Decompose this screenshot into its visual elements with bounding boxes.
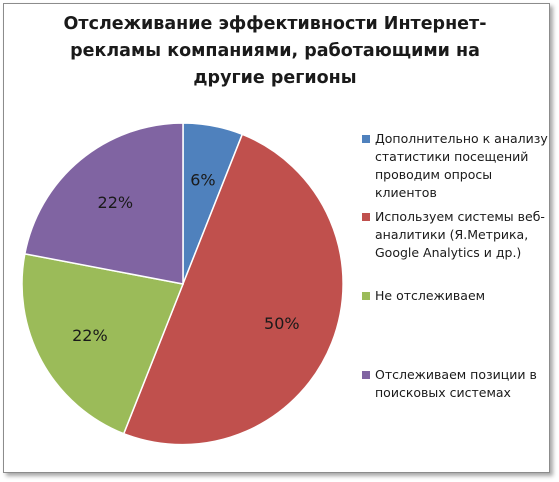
- pie-slice-not-tracking: [21, 252, 185, 435]
- legend-swatch-web-analytics: [362, 213, 370, 221]
- legend-label-surveys-line-4: клиентов: [375, 185, 437, 200]
- pie-slice-web-analytics: [122, 133, 344, 446]
- legend-label-web-analytics-line-1: Используем системы веб-: [375, 209, 545, 224]
- legend-swatch-surveys: [362, 135, 370, 143]
- legend-item-not-tracking: Не отслеживаем: [362, 287, 547, 305]
- pie-label-web-analytics: 50%: [264, 314, 300, 333]
- legend-label-surveys-line-2: статистики посещений: [375, 149, 529, 164]
- legend-item-surveys: Дополнительно к анализу статистики посещ…: [362, 130, 548, 202]
- chart-title-line-2: рекламы компаниями, работающими на: [70, 41, 480, 61]
- pie-slice-search-positions: [23, 122, 184, 285]
- legend-label-surveys-line-3: проводим опросы: [375, 167, 493, 182]
- legend-label-search-positions-line-1: Отслеживаем позиции в: [375, 367, 537, 382]
- legend-label-surveys-line-1: Дополнительно к анализу: [375, 131, 548, 146]
- pie-label-search-positions: 22%: [98, 193, 134, 212]
- legend-label-web-analytics-line-3: Google Analytics и др.): [375, 245, 522, 260]
- chart-title-line-1: Отслеживание эффективности Интернет-: [63, 14, 487, 34]
- legend-swatch-not-tracking: [362, 292, 370, 300]
- pie-label-not-tracking: 22%: [72, 326, 108, 345]
- chart-title: Отслеживание эффективности Интернет- рек…: [40, 11, 510, 92]
- legend-label-search-positions-line-2: поисковых системах: [375, 385, 511, 400]
- legend-item-search-positions: Отслеживаем позиции в поисковых системах: [362, 366, 547, 402]
- legend-label-not-tracking-line-1: Не отслеживаем: [375, 288, 486, 303]
- legend-item-web-analytics: Используем системы веб- аналитики (Я.Мет…: [362, 208, 547, 262]
- chart-title-line-3: другие регионы: [193, 68, 357, 88]
- legend-swatch-search-positions: [362, 371, 370, 379]
- legend-label-web-analytics-line-2: аналитики (Я.Метрика,: [375, 227, 529, 242]
- pie-label-surveys: 6%: [190, 171, 215, 190]
